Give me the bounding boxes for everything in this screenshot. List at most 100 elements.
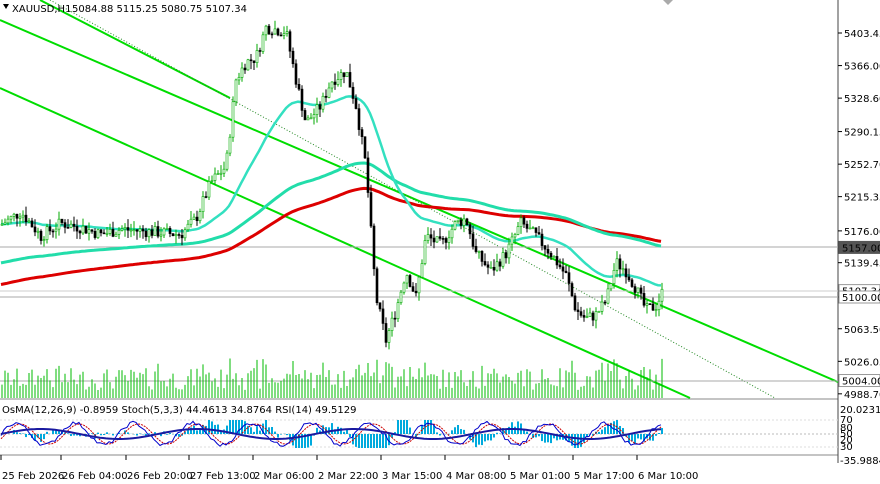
candle-body[interactable]	[342, 72, 346, 77]
candle-body[interactable]	[156, 226, 160, 237]
candle-body[interactable]	[45, 226, 49, 240]
candle-body[interactable]	[618, 258, 622, 270]
candle-body[interactable]	[291, 50, 295, 65]
candle-body[interactable]	[600, 301, 604, 312]
candle-body[interactable]	[357, 108, 361, 130]
level-tag-box[interactable]	[838, 290, 880, 304]
candle-body[interactable]	[252, 60, 256, 63]
candle-body[interactable]	[483, 261, 487, 266]
candle-body[interactable]	[570, 283, 574, 297]
candle-body[interactable]	[228, 136, 232, 154]
candle-body[interactable]	[378, 302, 382, 310]
candle-body[interactable]	[579, 311, 583, 316]
candle-body[interactable]	[606, 288, 610, 304]
candle-body[interactable]	[6, 218, 10, 224]
candle-body[interactable]	[405, 275, 409, 284]
candle-body[interactable]	[300, 88, 304, 111]
candle-body[interactable]	[90, 229, 94, 232]
candle-body[interactable]	[108, 229, 112, 234]
candle-body[interactable]	[453, 221, 457, 230]
candle-body[interactable]	[81, 225, 85, 234]
candle-body[interactable]	[105, 233, 109, 235]
candle-body[interactable]	[441, 238, 445, 240]
candle-body[interactable]	[402, 282, 406, 293]
candle-body[interactable]	[549, 252, 553, 258]
candle-body[interactable]	[288, 31, 292, 52]
candle-body[interactable]	[327, 87, 331, 98]
candle-body[interactable]	[165, 228, 169, 230]
candle-body[interactable]	[351, 86, 355, 99]
candle-body[interactable]	[198, 211, 202, 222]
candle-body[interactable]	[60, 218, 64, 223]
candle-body[interactable]	[27, 220, 31, 223]
candle-body[interactable]	[285, 31, 289, 34]
candle-body[interactable]	[66, 227, 70, 229]
candle-body[interactable]	[186, 223, 190, 231]
candle-body[interactable]	[504, 252, 508, 259]
candle-body[interactable]	[273, 28, 277, 35]
candle-body[interactable]	[306, 117, 310, 121]
candle-body[interactable]	[492, 266, 496, 271]
candle-body[interactable]	[411, 286, 415, 292]
candle-body[interactable]	[195, 216, 199, 222]
candle-body[interactable]	[138, 228, 142, 232]
channel-top-line[interactable]	[39, 0, 231, 99]
candle-body[interactable]	[144, 230, 148, 238]
candle-body[interactable]	[456, 219, 460, 222]
candle-body[interactable]	[396, 302, 400, 319]
candle-body[interactable]	[345, 72, 349, 77]
candle-body[interactable]	[432, 237, 436, 243]
candle-body[interactable]	[612, 269, 616, 284]
candle-body[interactable]	[255, 50, 259, 63]
candle-body[interactable]	[114, 233, 118, 237]
candle-body[interactable]	[369, 192, 373, 227]
candle-body[interactable]	[558, 264, 562, 268]
candle-body[interactable]	[294, 63, 298, 85]
candle-body[interactable]	[630, 279, 634, 287]
candle-body[interactable]	[639, 287, 643, 294]
candle-body[interactable]	[87, 229, 91, 234]
candle-body[interactable]	[417, 276, 421, 294]
level-tag-box[interactable]	[838, 240, 880, 254]
candle-body[interactable]	[471, 233, 475, 247]
candle-body[interactable]	[645, 303, 649, 306]
candle-body[interactable]	[615, 258, 619, 271]
candle-body[interactable]	[354, 98, 358, 109]
candle-body[interactable]	[582, 315, 586, 318]
candle-body[interactable]	[390, 317, 394, 331]
candle-body[interactable]	[627, 276, 631, 281]
candle-body[interactable]	[636, 287, 640, 293]
candle-body[interactable]	[363, 136, 367, 159]
candle-body[interactable]	[450, 228, 454, 239]
candle-body[interactable]	[216, 173, 220, 175]
candle-body[interactable]	[123, 227, 127, 230]
candle-body[interactable]	[657, 300, 661, 311]
candle-body[interactable]	[36, 230, 40, 233]
candle-body[interactable]	[282, 33, 286, 36]
candle-body[interactable]	[42, 239, 46, 241]
candle-body[interactable]	[555, 256, 559, 266]
candle-body[interactable]	[174, 234, 178, 237]
candle-body[interactable]	[249, 59, 253, 62]
candle-body[interactable]	[207, 181, 211, 198]
candle-body[interactable]	[591, 312, 595, 321]
candle-body[interactable]	[348, 72, 352, 88]
candle-body[interactable]	[375, 268, 379, 304]
candle-body[interactable]	[261, 34, 265, 52]
shift-marker-icon[interactable]	[663, 0, 673, 5]
candle-body[interactable]	[333, 81, 337, 85]
candle-body[interactable]	[324, 95, 328, 98]
candle-body[interactable]	[213, 173, 217, 181]
candle-body[interactable]	[573, 295, 577, 311]
collapse-triangle-icon[interactable]	[3, 4, 9, 9]
moving-averages[interactable]	[0, 95, 662, 287]
candle-body[interactable]	[120, 228, 124, 231]
ema-144-line[interactable]	[0, 161, 662, 265]
candle-body[interactable]	[438, 236, 442, 239]
candle-body[interactable]	[24, 214, 28, 223]
candle-body[interactable]	[519, 217, 523, 227]
candle-body[interactable]	[642, 293, 646, 306]
candle-body[interactable]	[234, 79, 238, 103]
candle-body[interactable]	[531, 227, 535, 230]
